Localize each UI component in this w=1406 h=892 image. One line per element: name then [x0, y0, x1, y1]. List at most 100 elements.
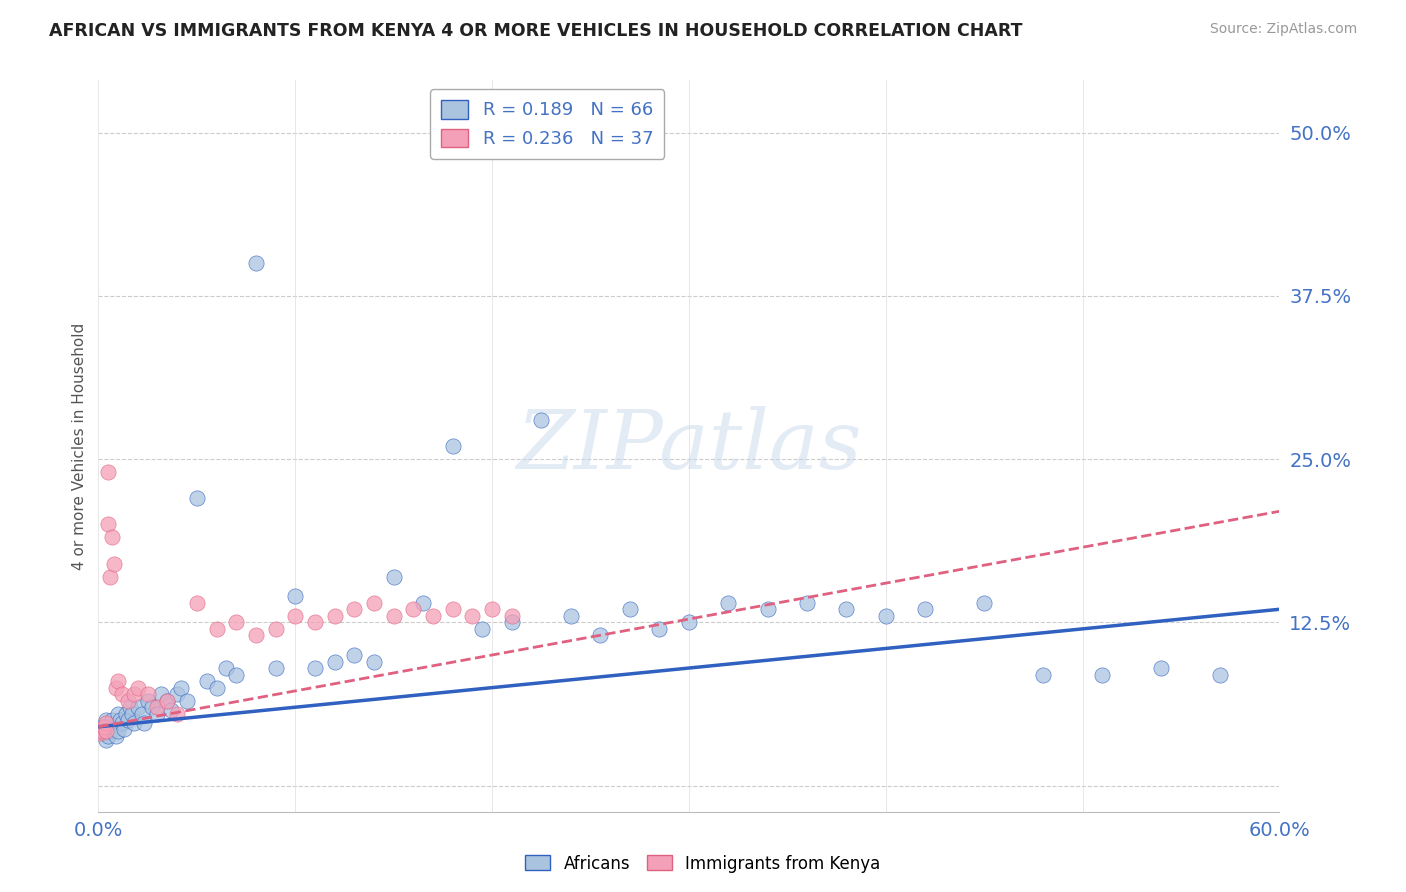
Point: [363, 655, 385, 669]
Point: [91, 723, 114, 738]
Point: [363, 596, 385, 610]
Text: AFRICAN VS IMMIGRANTS FROM KENYA 4 OR MORE VEHICLES IN HOUSEHOLD CORRELATION CHA: AFRICAN VS IMMIGRANTS FROM KENYA 4 OR MO…: [49, 22, 1022, 40]
Point: [343, 602, 366, 616]
Point: [136, 694, 159, 708]
Point: [97, 720, 120, 734]
Legend: Africans, Immigrants from Kenya: Africans, Immigrants from Kenya: [519, 848, 887, 880]
Point: [914, 602, 936, 616]
Point: [756, 602, 779, 616]
Point: [589, 628, 612, 642]
Point: [121, 706, 143, 721]
Point: [875, 608, 897, 623]
Point: [441, 602, 464, 616]
Point: [501, 615, 523, 630]
Point: [560, 608, 582, 623]
Point: [304, 615, 326, 630]
Point: [717, 596, 740, 610]
Point: [402, 602, 425, 616]
Point: [118, 700, 141, 714]
Point: [382, 608, 405, 623]
Point: [225, 615, 247, 630]
Point: [323, 608, 346, 623]
Point: [105, 681, 128, 695]
Point: [97, 729, 120, 743]
Y-axis label: 4 or more Vehicles in Household: 4 or more Vehicles in Household: [72, 322, 87, 570]
Point: [122, 687, 145, 701]
Point: [422, 608, 444, 623]
Point: [108, 714, 131, 728]
Point: [101, 530, 124, 544]
Point: [796, 596, 818, 610]
Point: [136, 687, 159, 701]
Point: [93, 726, 115, 740]
Point: [96, 715, 118, 730]
Point: [89, 726, 111, 740]
Legend: R = 0.189   N = 66, R = 0.236   N = 37: R = 0.189 N = 66, R = 0.236 N = 37: [430, 89, 664, 159]
Point: [225, 667, 247, 681]
Point: [127, 700, 149, 714]
Point: [1032, 667, 1054, 681]
Point: [471, 622, 494, 636]
Point: [501, 608, 523, 623]
Point: [131, 706, 153, 721]
Point: [112, 723, 135, 737]
Point: [205, 681, 228, 695]
Point: [156, 694, 179, 708]
Point: [264, 661, 287, 675]
Point: [146, 706, 169, 721]
Point: [127, 681, 149, 695]
Point: [245, 628, 267, 642]
Point: [648, 622, 671, 636]
Point: [215, 661, 238, 675]
Point: [284, 589, 307, 603]
Point: [111, 687, 134, 701]
Point: [441, 439, 464, 453]
Point: [1150, 661, 1173, 675]
Text: Source: ZipAtlas.com: Source: ZipAtlas.com: [1209, 22, 1357, 37]
Point: [1091, 667, 1114, 681]
Point: [122, 715, 145, 730]
Point: [105, 729, 128, 743]
Point: [195, 674, 218, 689]
Point: [156, 694, 179, 708]
Point: [264, 622, 287, 636]
Point: [323, 655, 346, 669]
Point: [186, 491, 208, 506]
Point: [97, 465, 120, 479]
Point: [412, 596, 434, 610]
Point: [115, 706, 138, 721]
Point: [98, 569, 121, 583]
Point: [678, 615, 700, 630]
Point: [481, 602, 503, 616]
Point: [382, 569, 405, 583]
Point: [91, 720, 114, 734]
Text: ZIPatlas: ZIPatlas: [516, 406, 862, 486]
Point: [96, 714, 118, 728]
Point: [461, 608, 484, 623]
Point: [176, 694, 198, 708]
Point: [835, 602, 858, 616]
Point: [141, 700, 163, 714]
Point: [205, 622, 228, 636]
Point: [245, 256, 267, 270]
Point: [343, 648, 366, 662]
Point: [973, 596, 995, 610]
Point: [103, 557, 125, 571]
Point: [304, 661, 326, 675]
Point: [93, 720, 115, 734]
Point: [619, 602, 641, 616]
Point: [132, 715, 155, 730]
Point: [530, 413, 553, 427]
Point: [1209, 667, 1232, 681]
Point: [150, 687, 173, 701]
Point: [117, 694, 139, 708]
Point: [111, 715, 134, 730]
Point: [96, 732, 118, 747]
Point: [166, 706, 188, 721]
Point: [98, 723, 121, 738]
Point: [166, 687, 188, 701]
Point: [284, 608, 307, 623]
Point: [117, 714, 139, 728]
Point: [107, 706, 129, 721]
Point: [170, 681, 193, 695]
